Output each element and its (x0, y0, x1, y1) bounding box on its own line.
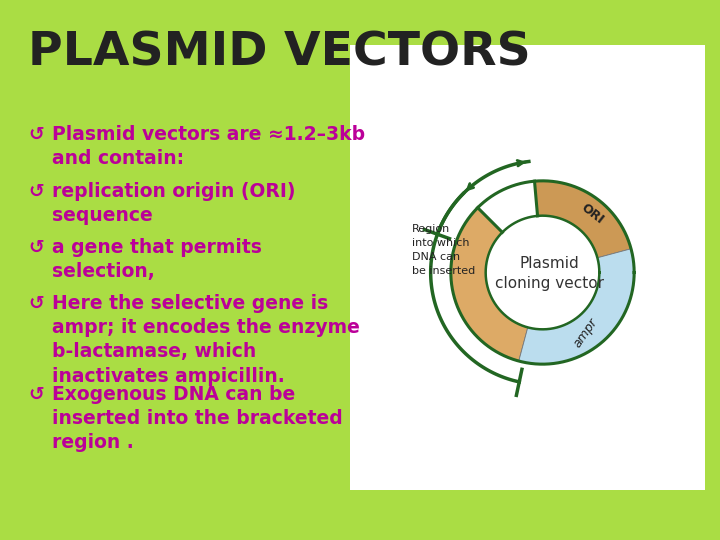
Text: Plasmid: Plasmid (520, 256, 580, 271)
Text: ↺: ↺ (28, 294, 44, 313)
Text: PLASMID VECTORS: PLASMID VECTORS (28, 30, 531, 75)
Text: ampr: ampr (570, 316, 600, 350)
Text: Region
into which
DNA can
be inserted: Region into which DNA can be inserted (413, 224, 476, 275)
Text: replication origin (ORI)
sequence: replication origin (ORI) sequence (52, 182, 295, 225)
Text: ORI: ORI (578, 201, 606, 227)
Text: ↺: ↺ (28, 182, 44, 201)
Text: cloning vector: cloning vector (495, 276, 604, 291)
Text: Here the selective gene is
ampr; it encodes the enzyme
b-lactamase, which
inacti: Here the selective gene is ampr; it enco… (52, 294, 360, 386)
Text: a gene that permits
selection,: a gene that permits selection, (52, 238, 262, 281)
Wedge shape (534, 181, 631, 258)
Text: ↺: ↺ (28, 385, 44, 404)
Wedge shape (477, 181, 538, 232)
Text: Exogenous DNA can be
inserted into the bracketed
region .: Exogenous DNA can be inserted into the b… (52, 385, 343, 453)
Wedge shape (451, 208, 528, 361)
Wedge shape (519, 249, 634, 364)
Text: Plasmid vectors are ≈1.2–3kb
and contain:: Plasmid vectors are ≈1.2–3kb and contain… (52, 125, 365, 168)
Text: ↺: ↺ (28, 238, 44, 257)
Text: ↺: ↺ (28, 125, 44, 144)
Bar (350, 45, 705, 490)
